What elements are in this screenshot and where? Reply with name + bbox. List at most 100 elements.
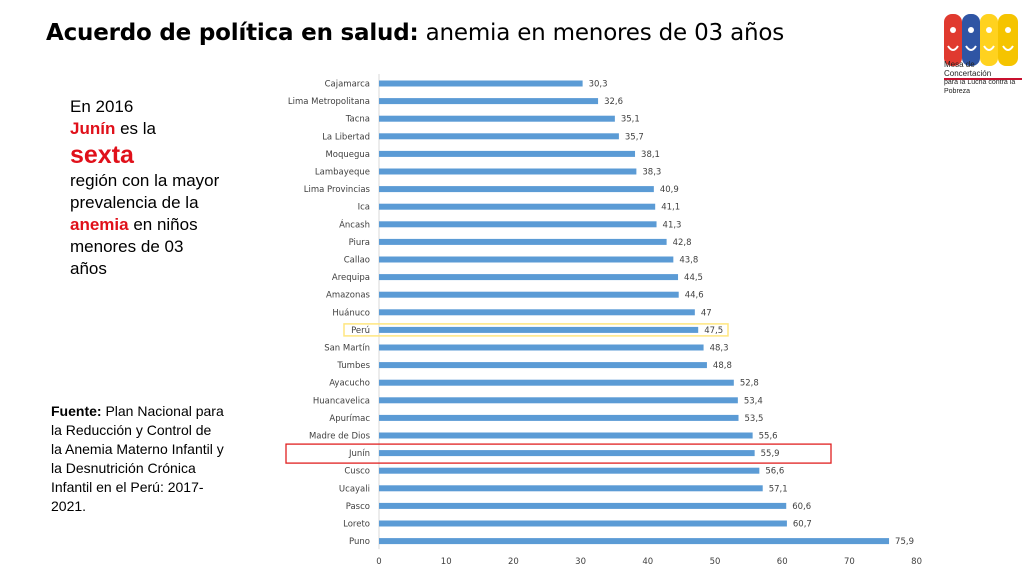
value-label-arequipa: 44,5 xyxy=(684,273,703,283)
bar-callao xyxy=(379,256,674,263)
title-rest: anemia en menores de 03 años xyxy=(418,20,785,46)
value-label-tacna: 35,1 xyxy=(621,115,640,125)
bar-huanuco xyxy=(379,309,695,316)
logo-line2: para la Lucha contra la Pobreza xyxy=(944,79,1016,95)
bar-cusco xyxy=(379,467,760,474)
side-text-b: en niños menores de 03 años xyxy=(70,215,198,278)
x-tick-70: 70 xyxy=(844,557,855,567)
bar-moquegua xyxy=(379,150,636,157)
bar-ancash xyxy=(379,221,657,228)
bar-apurimac xyxy=(379,414,739,421)
category-label-lima-metropolitana: Lima Metropolitana xyxy=(288,97,370,107)
category-label-ayacucho: Ayacucho xyxy=(329,379,370,389)
source-text: Plan Nacional para la Reducción y Contro… xyxy=(51,403,224,514)
value-label-lambayeque: 38,3 xyxy=(642,168,661,178)
bar-madre-de-dios xyxy=(379,432,753,439)
category-label-lambayeque: Lambayeque xyxy=(315,168,370,178)
bar-lima-metropolitana xyxy=(379,98,599,105)
value-label-ica: 41,1 xyxy=(661,203,680,213)
category-label-junin: Junín xyxy=(348,449,370,459)
category-label-puno: Puno xyxy=(349,537,370,547)
x-tick-50: 50 xyxy=(710,557,721,567)
bar-amazonas xyxy=(379,291,679,298)
x-tick-0: 0 xyxy=(376,557,381,567)
value-label-la-libertad: 35,7 xyxy=(625,132,644,142)
bar-tumbes xyxy=(379,362,707,369)
category-label-huancavelica: Huancavelica xyxy=(313,396,370,406)
x-tick-40: 40 xyxy=(642,557,653,567)
highlight-box-peru xyxy=(343,323,729,337)
category-label-huanuco: Huánuco xyxy=(332,308,370,318)
side-year: En 2016 xyxy=(70,97,134,116)
bar-peru xyxy=(379,326,699,333)
side-region: Junín xyxy=(70,119,116,138)
value-label-lima-provincias: 40,9 xyxy=(660,185,679,195)
value-label-junin: 55,9 xyxy=(761,449,780,459)
bar-tacna xyxy=(379,115,615,122)
x-tick-10: 10 xyxy=(441,557,452,567)
title-bold: Acuerdo de política en salud: xyxy=(46,20,419,46)
page-title: Acuerdo de política en salud: anemia en … xyxy=(46,20,784,46)
value-label-moquegua: 38,1 xyxy=(641,150,660,160)
category-label-madre-de-dios: Madre de Dios xyxy=(309,432,371,442)
source-label: Fuente: xyxy=(51,403,102,419)
x-tick-30: 30 xyxy=(575,557,586,567)
category-label-ica: Ica xyxy=(358,203,370,213)
logo-line1: Mesa de Concertación xyxy=(944,60,992,78)
category-label-la-libertad: La Libertad xyxy=(322,132,370,142)
logo-underline xyxy=(944,78,1022,80)
bar-ayacucho xyxy=(379,379,734,386)
category-label-callao: Callao xyxy=(344,256,370,266)
value-label-lima-metropolitana: 32,6 xyxy=(604,97,623,107)
category-label-apurimac: Apurímac xyxy=(329,414,370,424)
bar-san-martin xyxy=(379,344,704,351)
side-rank: sexta xyxy=(70,141,134,169)
category-label-peru: Perú xyxy=(351,326,370,336)
bar-lima-provincias xyxy=(379,186,654,193)
bar-piura xyxy=(379,238,667,245)
category-label-amazonas: Amazonas xyxy=(326,291,371,301)
side-es-la: es la xyxy=(115,119,156,138)
category-label-piura: Piura xyxy=(349,238,370,248)
category-label-san-martin: San Martín xyxy=(324,344,370,354)
category-label-tacna: Tacna xyxy=(345,115,370,125)
bar-loreto xyxy=(379,520,787,527)
category-label-moquegua: Moquegua xyxy=(325,150,370,160)
bar-huancavelica xyxy=(379,397,738,404)
category-label-tumbes: Tumbes xyxy=(336,361,370,371)
value-label-puno: 75,9 xyxy=(895,537,914,547)
value-label-pasco: 60,6 xyxy=(792,502,811,512)
bar-junin xyxy=(379,450,755,457)
x-tick-20: 20 xyxy=(508,557,519,567)
value-label-huancavelica: 53,4 xyxy=(744,396,763,406)
anemia-bar-chart: Cajamarca 30,3 Lima Metropolitana 32,6 Tacna… xyxy=(285,74,922,567)
category-label-ucayali: Ucayali xyxy=(339,484,370,494)
category-label-cusco: Cusco xyxy=(344,467,370,477)
category-label-cajamarca: Cajamarca xyxy=(325,80,370,90)
category-label-loreto: Loreto xyxy=(343,520,370,530)
value-label-peru: 47,5 xyxy=(704,326,723,336)
value-label-amazonas: 44,6 xyxy=(685,291,704,301)
value-label-ancash: 41,3 xyxy=(663,220,682,230)
source-note: Fuente: Plan Nacional para la Reducción … xyxy=(51,402,226,516)
value-label-cajamarca: 30,3 xyxy=(589,80,608,90)
bar-lambayeque xyxy=(379,168,637,175)
bar-la-libertad xyxy=(379,133,619,140)
side-note: En 2016 Junín es la sexta región con la … xyxy=(70,96,220,280)
category-label-pasco: Pasco xyxy=(346,502,370,512)
value-label-ucayali: 57,1 xyxy=(769,484,788,494)
category-label-arequipa: Arequipa xyxy=(332,273,370,283)
value-label-apurimac: 53,5 xyxy=(745,414,764,424)
value-label-ayacucho: 52,8 xyxy=(740,379,759,389)
category-label-ancash: Áncash xyxy=(339,218,370,230)
value-label-tumbes: 48,8 xyxy=(713,361,732,371)
bar-ica xyxy=(379,203,656,210)
value-label-madre-de-dios: 55,6 xyxy=(759,432,778,442)
category-label-lima-provincias: Lima Provincias xyxy=(304,185,371,195)
side-text-a: región con la mayor prevalencia de la xyxy=(70,171,220,212)
value-label-cusco: 56,6 xyxy=(765,467,784,477)
value-label-loreto: 60,7 xyxy=(793,520,812,530)
value-label-huanuco: 47 xyxy=(701,308,712,318)
bar-arequipa xyxy=(379,274,679,281)
bar-cajamarca xyxy=(379,80,583,87)
